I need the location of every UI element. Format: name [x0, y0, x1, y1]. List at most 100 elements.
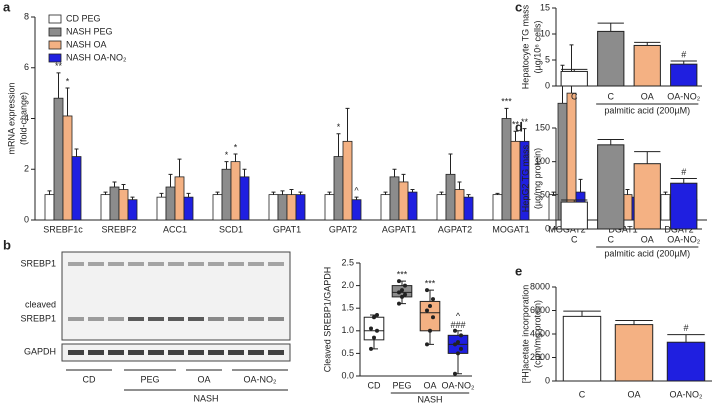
blot-band	[168, 317, 184, 321]
y-tick-label: 2000	[530, 352, 550, 362]
bar	[156, 196, 167, 221]
y-axis-label: (µg/10⁶ cells)	[532, 21, 542, 74]
blot-band	[68, 317, 84, 321]
data-point	[428, 328, 432, 333]
blot-row-label: SREBP1	[20, 313, 56, 323]
bar	[165, 186, 176, 221]
panel-letter: e	[515, 263, 522, 278]
error-bar	[233, 153, 238, 162]
bar	[633, 163, 661, 230]
significance-label: ^	[354, 186, 359, 196]
error-bar	[383, 191, 388, 195]
bar	[445, 173, 456, 221]
error-bar	[597, 22, 624, 32]
error-bar	[159, 192, 164, 198]
bar	[333, 156, 344, 221]
error-bar	[74, 148, 79, 157]
blot-band	[228, 317, 244, 321]
panel-letter: b	[3, 237, 11, 252]
data-point	[431, 297, 435, 302]
x-tick-label: OA-NO₂	[670, 389, 704, 399]
error-bar	[354, 196, 359, 200]
legend-swatch	[48, 53, 62, 63]
bar	[268, 194, 279, 221]
y-axis-label: mRNA expression	[6, 82, 16, 154]
blot-row-label: cleaved	[25, 299, 56, 309]
bar	[510, 140, 521, 221]
error-bar	[504, 107, 509, 119]
bar	[53, 97, 64, 221]
blot-bands	[68, 262, 284, 355]
y-tick-label: 0.5	[341, 348, 354, 358]
significance-label: ^	[456, 311, 461, 321]
error-bar	[561, 68, 588, 72]
bar	[407, 191, 418, 221]
bar	[212, 194, 223, 221]
data-point	[459, 333, 463, 338]
error-bar	[280, 190, 285, 195]
blot-band	[128, 317, 144, 321]
y-tick-label: 0.0	[341, 370, 354, 380]
data-point	[400, 294, 404, 299]
bar	[660, 194, 671, 221]
data-point	[456, 340, 460, 345]
error-bar	[439, 191, 444, 195]
significance-label: #	[681, 167, 686, 177]
error-bar	[168, 173, 173, 188]
bar	[548, 194, 559, 221]
bar	[286, 194, 297, 221]
bar	[562, 315, 602, 382]
y-tick-label: 1.5	[341, 303, 354, 313]
bar	[71, 156, 82, 221]
bar	[670, 182, 698, 230]
bar	[221, 168, 232, 221]
bar	[560, 70, 588, 87]
error-bar	[410, 189, 415, 193]
group-label: NASH	[193, 393, 218, 403]
significance-label: ***	[501, 97, 512, 107]
significance-label: #	[683, 323, 688, 333]
blot-band	[88, 317, 104, 321]
bar	[295, 194, 306, 221]
blot-band	[268, 317, 284, 321]
bar	[436, 194, 447, 221]
error-bar	[551, 191, 556, 195]
error-bar	[177, 158, 182, 177]
blot-band	[248, 350, 264, 355]
x-tick-label: GPAT2	[329, 224, 357, 234]
error-bar	[513, 130, 518, 142]
blot-band	[208, 317, 224, 321]
panel-letter: a	[3, 0, 11, 14]
legend-swatch	[48, 27, 62, 37]
significance-label: ***	[397, 269, 408, 279]
legend-swatch	[48, 14, 62, 24]
y-tick-label: 2.0	[341, 280, 354, 290]
error-bar	[392, 168, 397, 177]
y-axis-label: Hepatocyte TG mass	[520, 4, 530, 89]
y-tick-label: 5	[545, 54, 550, 64]
legend-label: NASH OA-NO₂	[66, 52, 127, 62]
y-tick-label: 1.0	[341, 325, 354, 335]
bar	[389, 176, 400, 221]
blot-band	[268, 350, 284, 355]
panel-letter: d	[515, 119, 523, 134]
bar	[560, 201, 588, 230]
blot-band	[188, 350, 204, 355]
x-tick-label: OA-NO₂	[667, 234, 701, 244]
x-tick-label: OA-NO₂	[442, 380, 476, 390]
bar	[597, 144, 625, 230]
blot-band	[168, 350, 184, 355]
bar	[633, 44, 661, 87]
error-bar	[130, 196, 135, 200]
data-point	[397, 290, 401, 295]
x-tick-label: OA	[627, 389, 640, 399]
y-tick-label: 150	[535, 122, 550, 132]
blot-band	[108, 350, 124, 355]
group-label: palmitic acid (200µM)	[604, 248, 690, 258]
data-point	[400, 288, 404, 293]
data-point	[453, 328, 457, 333]
y-tick-label: 2.5	[341, 257, 354, 267]
blot-band	[188, 262, 204, 266]
y-tick-label: 8	[24, 11, 29, 21]
significance-label: *	[225, 150, 229, 160]
